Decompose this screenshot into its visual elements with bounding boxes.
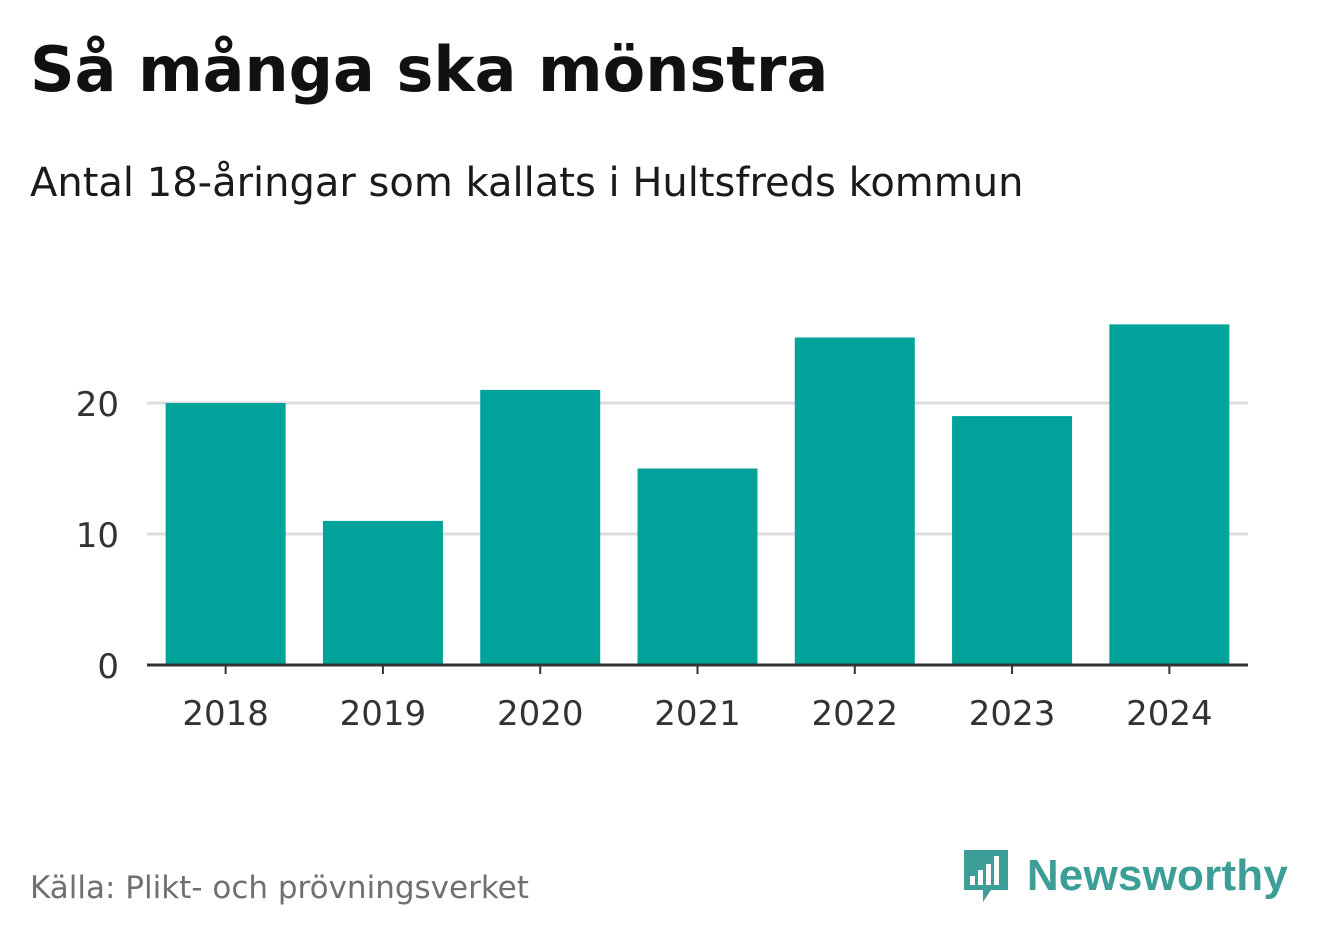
brand-name: Newsworthy (1026, 851, 1288, 900)
bar-2023 (952, 416, 1073, 665)
y-tick-label: 20 (76, 385, 119, 425)
chart-subtitle: Antal 18-åringar som kallats i Hultsfred… (30, 160, 1024, 206)
x-tick-label: 2024 (1126, 694, 1213, 734)
bar-2019 (322, 520, 443, 665)
bar-chart-logo-icon (963, 850, 1008, 902)
x-tick-label: 2021 (654, 694, 741, 734)
bar-2022 (794, 337, 915, 665)
bar-2018 (165, 403, 286, 665)
y-tick-label: 0 (97, 647, 119, 687)
source-note: Källa: Plikt- och prövningsverket (30, 870, 529, 906)
chart-title: Så många ska mönstra (30, 33, 829, 106)
x-tick-label: 2022 (812, 694, 899, 734)
brand-logo: Newsworthy (961, 846, 1288, 906)
x-axis-ticks: 2018 2019 2020 2021 2022 2023 2024 (182, 665, 1213, 734)
bar-2024 (1109, 324, 1230, 665)
y-axis-ticks: 0 10 20 (76, 385, 119, 687)
x-tick-label: 2020 (497, 694, 584, 734)
bar-2021 (637, 468, 758, 665)
x-tick-label: 2023 (969, 694, 1056, 734)
bar-2020 (480, 389, 601, 665)
x-tick-label: 2019 (340, 694, 427, 734)
bars (165, 324, 1230, 665)
y-tick-label: 10 (76, 516, 119, 556)
x-tick-label: 2018 (182, 694, 269, 734)
